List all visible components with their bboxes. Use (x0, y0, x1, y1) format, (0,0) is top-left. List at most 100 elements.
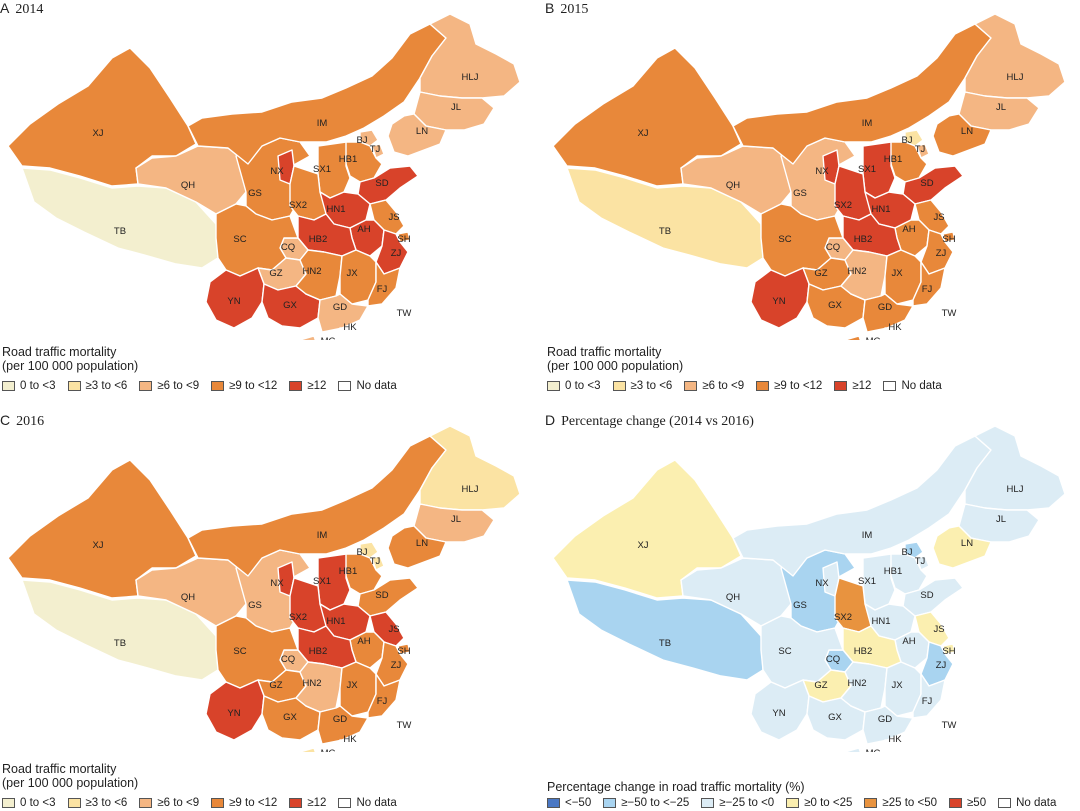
province-label-hk: HK (343, 734, 357, 745)
province-label-im: IM (862, 118, 873, 129)
legend-item: No data (883, 380, 942, 392)
province-label-sc: SC (778, 234, 791, 245)
legend-swatch (883, 381, 897, 391)
province-label-hn1: HN1 (871, 616, 890, 627)
province-label-ln: LN (416, 538, 428, 549)
province-label-qh: QH (726, 180, 740, 191)
panel-title: D Percentage change (2014 vs 2016) (545, 412, 754, 429)
province-label-sx2: SX2 (834, 200, 852, 211)
province-label-tw: TW (397, 308, 412, 319)
province-label-sh: SH (397, 646, 410, 657)
legend-swatch (2, 798, 15, 808)
panel-2014: A 2014 XJ TB QH GS NX IM HLJ JL LN BJ TJ HB1 SX1 SX2 SD… (0, 0, 535, 400)
legend-label: ≥0 to <25 (804, 797, 853, 809)
province-label-sx1: SX1 (313, 164, 331, 175)
province-fj (367, 261, 401, 307)
legend-label: ≥3 to <6 (85, 797, 128, 809)
panel-change: D Percentage change (2014 vs 2016) XJ TB QH… (545, 412, 1080, 811)
province-label-sx1: SX1 (313, 576, 331, 587)
province-label-js: JS (933, 212, 944, 223)
province-label-gz: GZ (269, 268, 282, 279)
legend-swatch (211, 381, 225, 391)
legend-label: ≥9 to <12 (229, 797, 278, 809)
legend-swatch (864, 798, 878, 808)
province-yn (750, 679, 810, 741)
province-label-hn1: HN1 (871, 204, 890, 215)
province-mc (874, 331, 880, 336)
legend-item: 0 to <3 (2, 380, 56, 392)
province-label-ln: LN (961, 126, 973, 137)
province-label-mc: MC (866, 336, 881, 340)
province-hlj (964, 13, 1066, 99)
province-label-hn1: HN1 (326, 204, 345, 215)
legend-label: ≥3 to <6 (85, 380, 128, 392)
province-label-fj: FJ (922, 284, 933, 295)
province-sc (760, 203, 844, 277)
legend-swatch (2, 381, 15, 391)
province-label-gd: GD (333, 302, 347, 313)
province-ln (387, 113, 447, 157)
legend-swatch (834, 381, 848, 391)
province-label-gs: GS (793, 600, 807, 611)
legend-swatch (289, 381, 303, 391)
legend-swatch (756, 381, 770, 391)
province-label-tj: TJ (370, 556, 381, 567)
province-label-tb: TB (114, 226, 126, 237)
province-label-sc: SC (233, 646, 246, 657)
province-tw (397, 713, 411, 737)
legend-swatch (998, 798, 1012, 808)
province-label-fj: FJ (377, 284, 388, 295)
province-label-hlj: HLJ (462, 484, 479, 495)
province-fj (367, 673, 401, 719)
province-label-hk: HK (343, 322, 357, 333)
province-label-hb2: HB2 (854, 234, 872, 245)
province-yn (205, 267, 265, 329)
province-label-hlj: HLJ (462, 72, 479, 83)
legend-label: 0 to <3 (565, 380, 601, 392)
legend-swatch (139, 798, 153, 808)
province-label-im: IM (317, 530, 328, 541)
province-hlj (419, 13, 521, 99)
province-gd (850, 293, 914, 333)
legend-label: ≥12 (852, 380, 872, 392)
legend-item: ≥0 to <25 (786, 797, 852, 809)
province-label-fj: FJ (377, 696, 388, 707)
province-label-cq: CQ (281, 654, 295, 665)
province-label-nx: NX (815, 166, 829, 177)
province-sc (215, 203, 299, 277)
province-label-zj: ZJ (391, 660, 402, 671)
province-label-gz: GZ (814, 680, 827, 691)
province-label-gd: GD (878, 714, 892, 725)
legend-label: ≥3 to <6 (630, 380, 673, 392)
panel-title: C 2016 (0, 412, 45, 429)
province-label-zj: ZJ (936, 248, 947, 259)
province-label-xj: XJ (92, 540, 103, 551)
legend-item: 0 to <3 (2, 797, 56, 809)
province-label-xj: XJ (637, 128, 648, 139)
province-label-nx: NX (270, 578, 284, 589)
province-label-mc: MC (321, 748, 336, 752)
province-label-tb: TB (659, 638, 671, 649)
legend-change: <−50 ≥−50 to <−25 ≥−25 to <0 ≥0 to <25 ≥25 t… (547, 797, 1068, 809)
legend-label: ≥12 (307, 380, 327, 392)
province-label-ln: LN (416, 126, 428, 137)
legend-label: No data (356, 380, 397, 392)
province-ln (932, 525, 992, 569)
legend-title: Road traffic mortality (per 100 000 popu… (2, 345, 139, 373)
province-xj (552, 47, 742, 187)
province-label-hn2: HN2 (847, 266, 866, 277)
legend-item: ≥25 to <50 (864, 797, 937, 809)
legend-swatch (701, 798, 715, 808)
province-label-yn: YN (772, 296, 785, 307)
province-label-gx: GX (283, 712, 297, 723)
province-hn3 (844, 335, 862, 340)
province-sc (215, 615, 299, 689)
province-label-yn: YN (227, 708, 240, 719)
province-label-hn2: HN2 (302, 266, 321, 277)
legend-swatch (67, 798, 81, 808)
province-label-tj: TJ (915, 556, 926, 567)
legend-label: No data (1016, 797, 1057, 809)
province-label-fj: FJ (922, 696, 933, 707)
legend-label: ≥12 (307, 797, 327, 809)
